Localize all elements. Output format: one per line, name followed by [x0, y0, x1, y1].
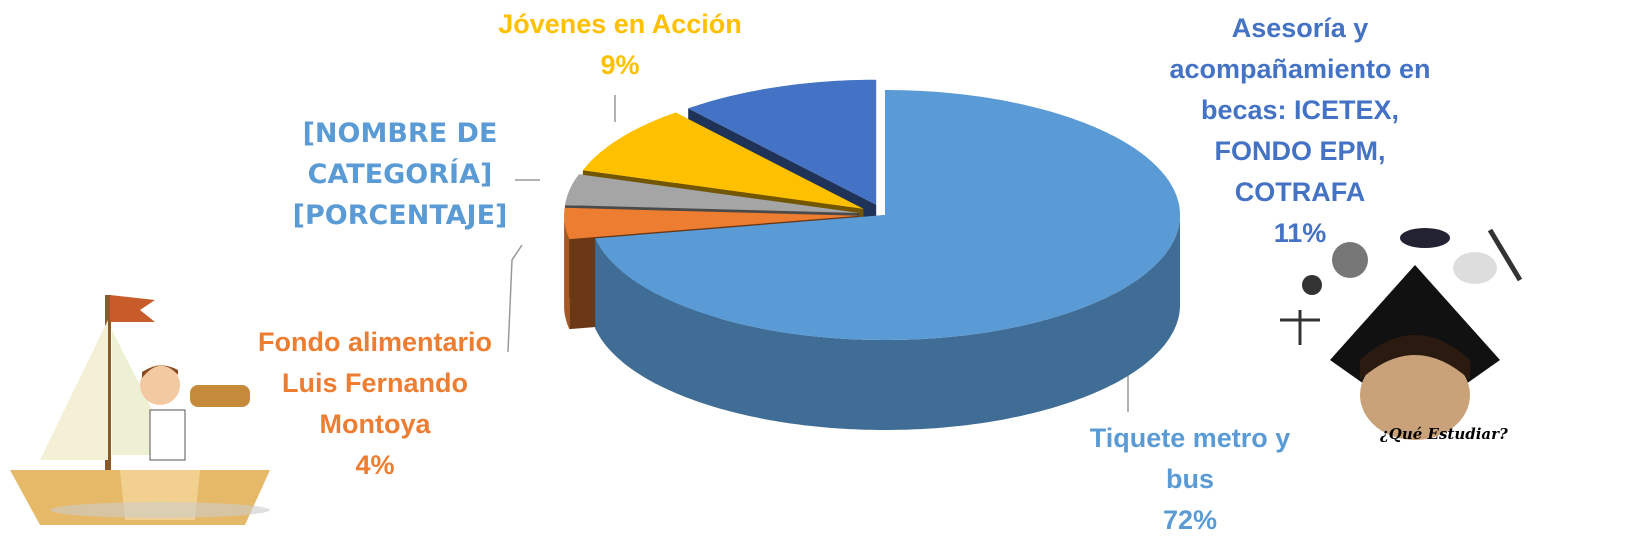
- value-label: 72%: [1162, 505, 1218, 535]
- category-name: Fondo alimentario Luis Fernando Montoya: [257, 327, 492, 439]
- category-name: [NOMBRE DE CATEGORÍA]: [302, 118, 498, 190]
- value-label: [PORCENTAJE]: [292, 200, 508, 231]
- category-name: Jóvenes en Acción: [498, 9, 742, 39]
- illustration-caption: ¿Qué Estudiar?: [1380, 425, 1508, 443]
- data-label: Fondo alimentario Luis Fernando Montoya 4…: [235, 322, 515, 486]
- slice-top: [595, 90, 1180, 340]
- slice-top: [564, 207, 860, 240]
- boat-illustration: [10, 295, 270, 525]
- data-label: Jóvenes en Acción 9%: [470, 4, 770, 86]
- data-label: Asesoría y acompañamiento en becas: ICET…: [1150, 8, 1450, 254]
- slice: [595, 90, 1180, 430]
- slice-top: [582, 112, 864, 209]
- category-name: Tiquete metro y bus: [1089, 423, 1291, 494]
- study-illustration: [1268, 218, 1566, 453]
- value-label: 11%: [1273, 218, 1327, 248]
- slice-top: [688, 79, 877, 205]
- slice-top: [565, 174, 860, 213]
- data-label: Tiquete metro y bus 72%: [1065, 418, 1315, 541]
- value-label: 9%: [600, 50, 640, 80]
- category-name: Asesoría y acompañamiento en becas: ICET…: [1169, 13, 1431, 207]
- slice-side: [564, 215, 570, 330]
- data-label: [NOMBRE DE CATEGORÍA] [PORCENTAJE]: [270, 113, 530, 236]
- value-label: 4%: [355, 450, 395, 480]
- slice-side: [595, 215, 1180, 430]
